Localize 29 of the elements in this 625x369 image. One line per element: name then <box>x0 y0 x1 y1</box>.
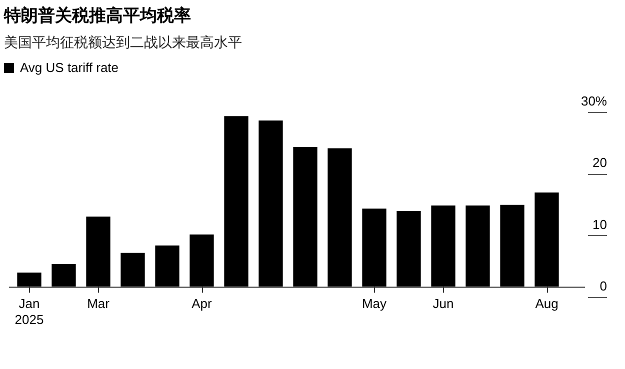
x-tick-label: Jan 2025 <box>14 296 44 327</box>
bar <box>328 148 352 287</box>
bar <box>500 204 524 287</box>
bar <box>52 264 76 287</box>
x-tick-label: Jun <box>432 296 454 312</box>
bar <box>534 192 559 287</box>
chart-title: 特朗普关税推高平均税率 <box>4 5 191 27</box>
x-tick-label: Apr <box>192 296 213 312</box>
bar <box>155 246 180 287</box>
bar <box>396 211 421 287</box>
x-tick-label: Mar <box>87 296 110 312</box>
bar <box>120 252 145 287</box>
bar <box>466 205 490 287</box>
bar <box>224 116 248 287</box>
bar <box>86 216 110 287</box>
bar <box>362 208 386 287</box>
bar <box>293 146 318 287</box>
y-tick-label: 0 <box>600 278 607 294</box>
y-tick-label: 30% <box>580 94 608 109</box>
bar <box>17 272 42 287</box>
bar <box>431 205 456 287</box>
y-tick-label: 10 <box>592 216 607 232</box>
bar <box>258 120 283 287</box>
x-tick-label: May <box>362 296 388 312</box>
x-tick-label: Aug <box>535 296 558 312</box>
y-tick-label: 20 <box>592 155 607 170</box>
legend-label: Avg US tariff rate <box>20 60 119 75</box>
chart-subtitle: 美国平均征税额达到二战以来最高水平 <box>4 34 242 52</box>
bar <box>190 234 214 287</box>
